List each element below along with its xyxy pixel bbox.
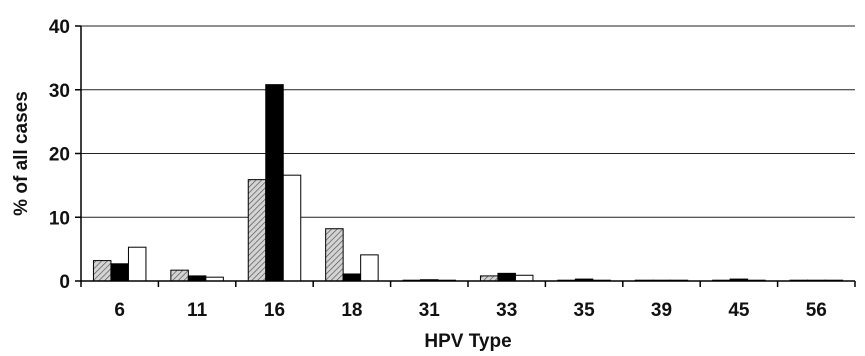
x-tick-label: 35 xyxy=(574,300,596,321)
x-tick-label: 6 xyxy=(114,300,125,321)
x-tick-label: 56 xyxy=(806,300,827,321)
tick-labels: 0 10 20 30 40 6 11 16 18 31 33 35 39 45 56 xyxy=(49,17,827,321)
bar xyxy=(92,260,112,282)
bar xyxy=(265,84,284,282)
bar xyxy=(325,228,344,282)
bar xyxy=(110,263,129,282)
bar xyxy=(479,275,499,282)
x-tick-label: 11 xyxy=(187,300,208,321)
y-tick-label: 0 xyxy=(59,272,70,293)
gridlines xyxy=(81,25,855,218)
x-tick-label: 39 xyxy=(651,300,672,321)
x-tick-label: 33 xyxy=(496,300,517,321)
bar xyxy=(514,274,534,282)
bar xyxy=(282,174,302,282)
y-tick-label: 40 xyxy=(49,17,70,38)
y-axis-title: % of all cases xyxy=(11,91,32,216)
x-tick-label: 18 xyxy=(341,300,362,321)
y-tick-label: 10 xyxy=(49,208,70,229)
bar xyxy=(170,269,189,282)
x-axis-title: HPV Type xyxy=(424,331,511,352)
y-tick-label: 20 xyxy=(49,145,70,166)
bar xyxy=(247,179,267,282)
axes xyxy=(75,25,856,287)
bars xyxy=(92,84,844,282)
x-tick-label: 31 xyxy=(419,300,441,321)
bar xyxy=(360,254,379,282)
x-tick-label: 16 xyxy=(264,300,285,321)
bar xyxy=(187,275,207,282)
bar xyxy=(497,272,516,282)
bar xyxy=(127,246,147,282)
y-tick-label: 30 xyxy=(49,81,70,102)
bar xyxy=(342,273,362,282)
x-tick-label: 45 xyxy=(728,300,750,321)
